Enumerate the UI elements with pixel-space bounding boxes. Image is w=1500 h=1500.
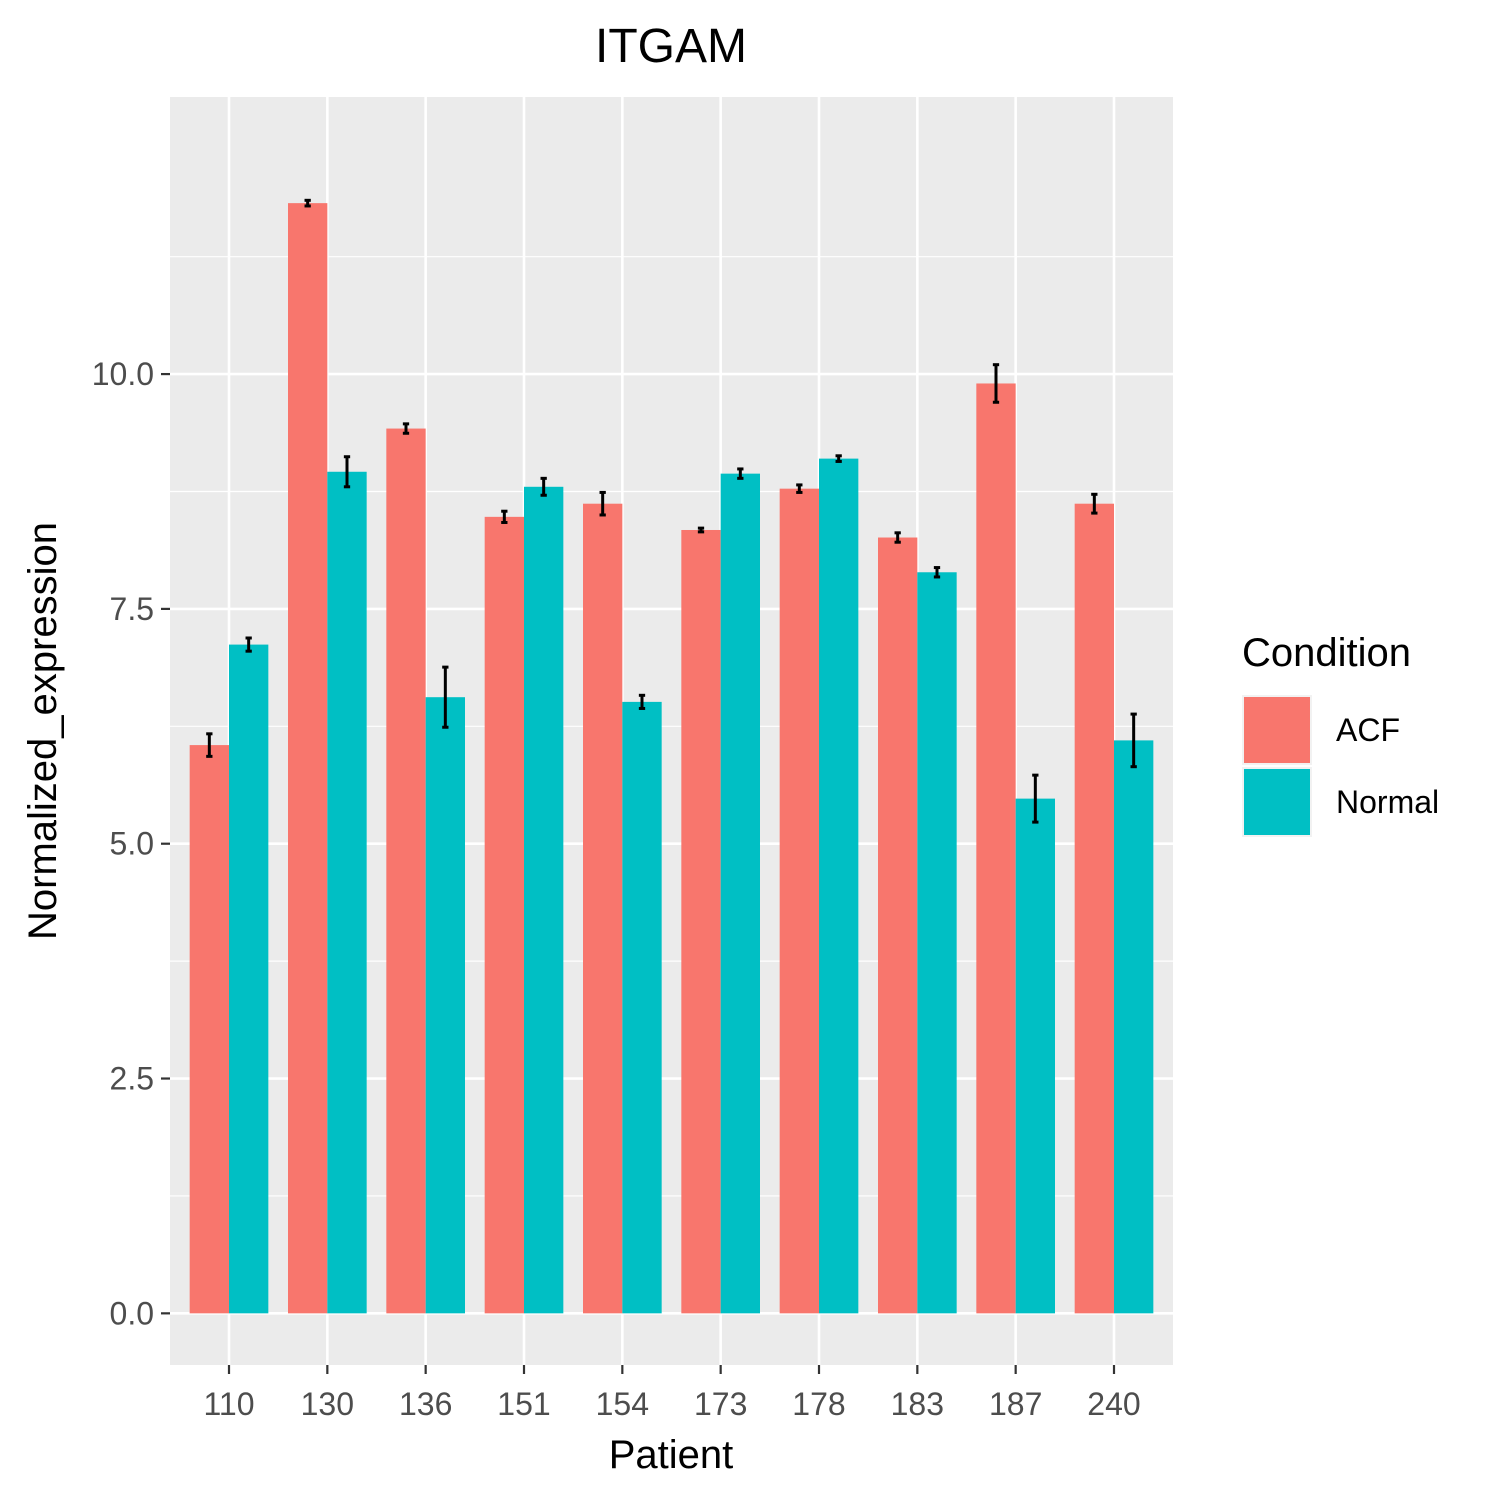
y-axis-title: Normalized_expression [21,522,65,940]
error-bar-acf-136 [402,422,410,435]
chart-title: ITGAM [595,20,747,73]
bar-acf-173 [681,529,721,1314]
error-bar-normal-151 [540,476,547,497]
bar-normal-173 [720,473,760,1314]
error-bar-acf-151 [501,509,508,524]
bar-acf-154 [583,503,623,1314]
error-bar-normal-240 [1130,712,1137,769]
legend-title: Condition [1242,631,1411,675]
bar-normal-240 [1114,740,1154,1314]
bar-normal-136 [425,697,465,1314]
error-bar-acf-154 [599,490,606,517]
error-bar-normal-183 [933,566,941,579]
x-axis-ticks: 110 130 136 151 154 173 178 183 187 240 [203,1365,1141,1422]
bar-acf-110 [189,745,229,1314]
bar-normal-154 [622,701,662,1314]
legend-swatch-normal [1244,769,1310,835]
bar-normal-187 [1015,798,1055,1314]
x-tick-label: 151 [497,1386,550,1422]
y-tick-label: 7.5 [110,591,154,627]
legend-label-acf: ACF [1336,712,1400,748]
x-axis-title: Patient [609,1433,734,1477]
bar-normal-151 [524,486,564,1314]
y-axis-ticks: 0.0 2.5 5.0 7.5 10.0 [92,356,170,1331]
x-tick-label: 173 [694,1386,747,1422]
bar-acf-151 [484,516,524,1314]
error-bar-acf-173 [697,526,705,534]
error-bar-normal-110 [245,636,252,653]
x-tick-label: 154 [596,1386,649,1422]
error-bars [206,198,1137,824]
error-bar-acf-110 [206,732,213,758]
bar-normal-183 [917,572,957,1314]
y-tick-label: 10.0 [92,356,154,392]
bar-acf-178 [779,488,819,1314]
x-tick-label: 130 [301,1386,354,1422]
bar-acf-130 [288,203,328,1314]
bars [189,203,1154,1314]
error-bar-normal-136 [442,665,449,729]
error-bar-normal-154 [638,693,646,710]
bar-acf-187 [976,383,1016,1314]
error-bar-normal-187 [1032,773,1039,824]
error-bar-normal-130 [343,455,351,489]
legend-swatch-acf [1244,697,1310,763]
error-bar-normal-173 [737,467,744,480]
legend: Condition ACF Normal [1242,631,1439,837]
bar-acf-240 [1074,503,1114,1314]
bar-acf-183 [878,537,918,1314]
x-tick-label: 187 [989,1386,1042,1422]
error-bar-acf-130 [304,198,311,208]
x-tick-label: 136 [399,1386,452,1422]
y-tick-label: 0.0 [110,1295,154,1331]
y-tick-label: 2.5 [110,1061,154,1097]
x-tick-label: 178 [792,1386,845,1422]
error-bar-acf-187 [992,363,1000,404]
error-bar-acf-178 [796,483,803,494]
bar-normal-178 [819,458,859,1314]
x-tick-label: 110 [203,1386,254,1422]
x-tick-label: 240 [1087,1386,1140,1422]
x-tick-label: 183 [891,1386,944,1422]
error-bar-acf-183 [894,531,901,544]
y-tick-label: 5.0 [110,826,154,862]
legend-label-normal: Normal [1336,784,1439,820]
bar-normal-110 [229,644,269,1314]
bar-acf-136 [386,428,426,1314]
bar-normal-130 [327,471,367,1314]
error-bar-acf-240 [1091,492,1098,515]
error-bar-normal-178 [835,454,842,463]
